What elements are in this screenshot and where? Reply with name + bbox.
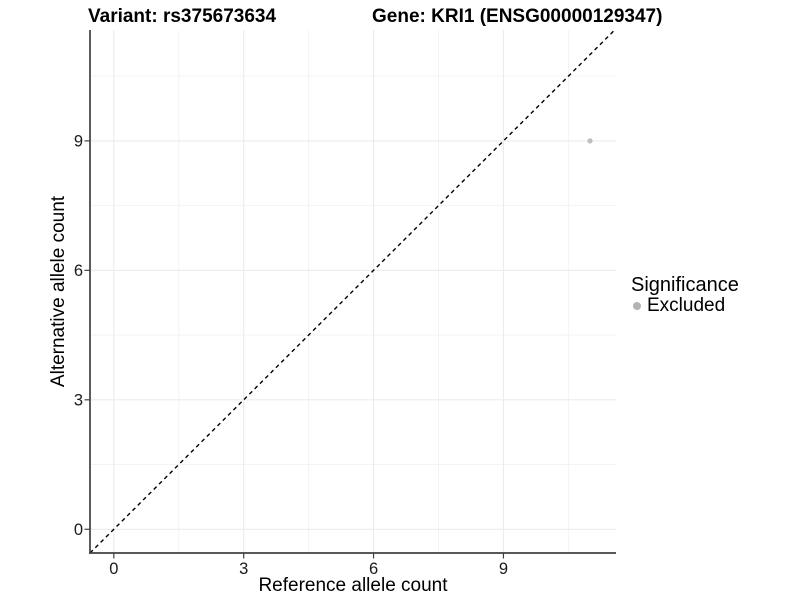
legend-title: Significance bbox=[631, 274, 739, 296]
x-tick-label: 9 bbox=[499, 560, 508, 578]
identity-line bbox=[89, 29, 616, 554]
x-tick-label: 6 bbox=[369, 560, 378, 578]
data-point bbox=[587, 138, 593, 144]
legend-item-label: Excluded bbox=[647, 295, 726, 316]
legend-point-icon bbox=[633, 301, 641, 310]
x-tick-label: 3 bbox=[239, 560, 248, 578]
legend-item-excluded: Excluded bbox=[631, 295, 739, 316]
y-tick-label: 3 bbox=[74, 391, 83, 409]
variant-title: Variant: rs375673634 bbox=[88, 6, 277, 27]
legend: Significance Excluded bbox=[631, 274, 739, 316]
y-tick-label: 0 bbox=[74, 521, 83, 539]
y-axis-title: Alternative allele count bbox=[48, 195, 69, 387]
y-tick-label: 9 bbox=[74, 132, 83, 150]
y-tick-label: 6 bbox=[74, 262, 83, 280]
x-axis-title: Reference allele count bbox=[258, 575, 448, 596]
gene-title: Gene: KRI1 (ENSG00000129347) bbox=[372, 6, 663, 27]
x-tick-label: 0 bbox=[109, 560, 118, 578]
